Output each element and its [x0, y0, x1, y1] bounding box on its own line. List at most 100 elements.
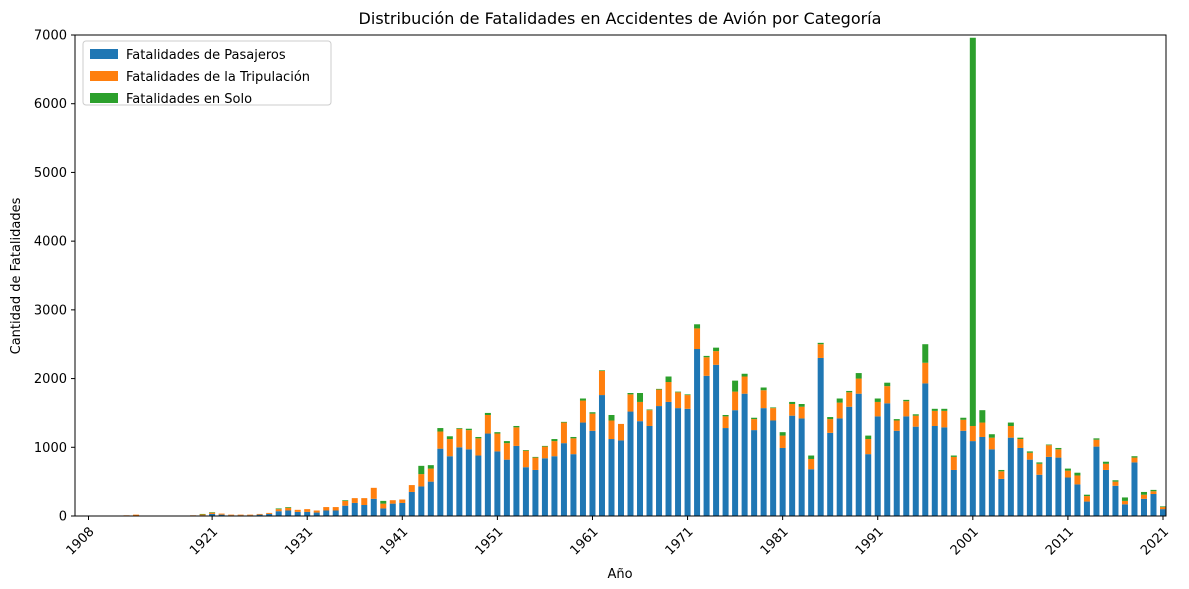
bar-segment-2018-series-1: [1131, 457, 1138, 463]
bar-segment-1977-series-0: [741, 393, 748, 516]
bar-segment-1991-series-0: [874, 416, 881, 516]
bar-segment-2011-series-0: [1064, 477, 1071, 516]
y-tick-label: 5000: [34, 166, 67, 181]
y-tick-label: 0: [59, 510, 67, 525]
legend-swatch-0: [90, 49, 118, 59]
bar-segment-1975-series-2: [722, 414, 729, 417]
bar-segment-1937-series-0: [361, 505, 368, 516]
legend-label-1: Fatalidades de la Tripulación: [126, 70, 310, 85]
bar-segment-1961-series-1: [589, 413, 596, 431]
bar-segment-1955-series-0: [532, 469, 539, 516]
bar-segment-1959-series-2: [570, 436, 577, 439]
bar-segment-1977-series-1: [741, 376, 748, 394]
bar-segment-1950-series-2: [484, 412, 491, 415]
bar-segment-1951-series-2: [494, 432, 501, 434]
bar-segment-2002-series-0: [979, 436, 986, 516]
bar-segment-1969-series-1: [665, 382, 672, 402]
bar-segment-1926-series-1: [256, 513, 263, 515]
bar-segment-1940-series-0: [389, 503, 396, 516]
bar-segment-2008-series-0: [1036, 474, 1043, 516]
bar-segment-2004-series-1: [998, 471, 1005, 479]
bar-segment-2017-series-2: [1121, 497, 1128, 501]
bar-segment-1984-series-1: [808, 458, 815, 470]
bar-segment-2013-series-2: [1083, 494, 1090, 497]
bar-segment-1930-series-0: [294, 511, 301, 516]
bar-segment-1943-series-2: [418, 465, 425, 475]
bar-segment-1943-series-1: [418, 474, 425, 487]
bar-segment-1952-series-0: [503, 459, 510, 516]
bar-segment-2010-series-1: [1055, 449, 1062, 458]
bar-segment-1945-series-0: [437, 448, 444, 516]
bar-segment-1929-series-0: [285, 510, 292, 516]
bar-segment-1995-series-2: [912, 414, 919, 416]
bar-segment-1932-series-1: [313, 510, 320, 513]
bar-segment-1955-series-1: [532, 457, 539, 470]
bar-segment-1977-series-2: [741, 373, 748, 377]
bar-segment-2008-series-2: [1036, 462, 1043, 464]
bar-segment-1981-series-0: [779, 447, 786, 516]
bar-segment-1940-series-1: [389, 500, 396, 504]
bar-segment-1968-series-1: [656, 389, 663, 407]
bar-segment-1999-series-2: [950, 455, 957, 457]
legend-swatch-1: [90, 71, 118, 81]
bar-segment-1972-series-0: [694, 349, 701, 516]
bar-segment-1963-series-2: [608, 414, 615, 421]
x-axis-title: Año: [607, 567, 632, 582]
x-tick-label: 1931: [282, 524, 316, 558]
bar-segment-1959-series-0: [570, 454, 577, 516]
bar-segment-2015-series-1: [1102, 463, 1109, 470]
bar-segment-1973-series-0: [703, 375, 710, 516]
bar-segment-1949-series-0: [475, 455, 482, 516]
x-tick-label: 1951: [472, 524, 506, 558]
bar-segment-1949-series-2: [475, 436, 482, 439]
bar-segment-2013-series-0: [1083, 501, 1090, 516]
bar-segment-1952-series-1: [503, 443, 510, 460]
bar-segment-1984-series-0: [808, 469, 815, 516]
bar-segment-1953-series-1: [513, 427, 520, 446]
bar-segment-2012-series-2: [1074, 472, 1081, 476]
bar-segment-1990-series-0: [865, 454, 872, 516]
bar-segment-2000-series-2: [960, 417, 967, 420]
bar-segment-1961-series-0: [589, 430, 596, 516]
bar-segment-2003-series-2: [988, 434, 995, 438]
bar-segment-2001-series-0: [969, 441, 976, 516]
bar-segment-1958-series-0: [560, 443, 567, 516]
bar-segment-1971-series-2: [684, 394, 691, 396]
bar-segment-1929-series-1: [285, 507, 292, 511]
bar-segment-1972-series-2: [694, 324, 701, 329]
bar-segment-1961-series-2: [589, 412, 596, 414]
bar-segment-1979-series-2: [760, 387, 767, 391]
bar-segment-1982-series-2: [789, 401, 796, 404]
bar-segment-1980-series-0: [770, 420, 777, 516]
bar-segment-2006-series-0: [1017, 447, 1024, 516]
bar-segment-1989-series-1: [855, 378, 862, 394]
bar-segment-1934-series-1: [332, 507, 339, 511]
bar-segment-1954-series-1: [522, 450, 529, 468]
bar-segment-1957-series-0: [551, 456, 558, 516]
bar-segment-1997-series-0: [931, 425, 938, 516]
bar-segment-1956-series-1: [541, 446, 548, 459]
bar-segment-1958-series-2: [560, 421, 567, 423]
bar-segment-1950-series-0: [484, 433, 491, 516]
bar-segment-2005-series-0: [1007, 437, 1014, 516]
bar-segment-1923-series-1: [228, 514, 235, 516]
bar-segment-1978-series-1: [751, 419, 758, 431]
bar-segment-1938-series-0: [370, 498, 377, 516]
bar-segment-2018-series-0: [1131, 462, 1138, 516]
bar-segment-1990-series-2: [865, 435, 872, 440]
bar-segment-2012-series-0: [1074, 484, 1081, 516]
bar-segment-1920-series-1: [199, 514, 206, 516]
bar-segment-1924-series-1: [237, 514, 244, 516]
bar-segment-2017-series-1: [1121, 500, 1128, 505]
bar-segment-1993-series-0: [893, 430, 900, 516]
y-tick-label: 6000: [34, 97, 67, 112]
bar-segment-1965-series-0: [627, 411, 634, 516]
legend-label-0: Fatalidades de Pasajeros: [126, 48, 286, 63]
bar-segment-1941-series-1: [399, 499, 406, 503]
bar-segment-1946-series-2: [446, 436, 453, 440]
chart-title: Distribución de Fatalidades en Accidente…: [359, 9, 882, 28]
bar-segment-2007-series-0: [1026, 459, 1033, 516]
bar-segment-1938-series-1: [370, 487, 377, 499]
bar-segment-1928-series-1: [275, 509, 282, 512]
